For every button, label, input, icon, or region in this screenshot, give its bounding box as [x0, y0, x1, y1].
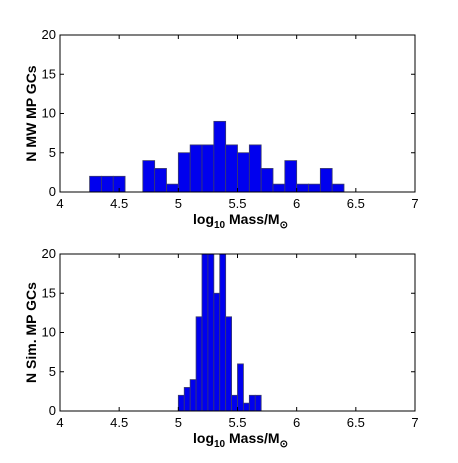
histogram-bar — [166, 183, 179, 193]
x-axis-label: log10 Mass/M⊙ — [193, 430, 288, 450]
y-tick-label: 0 — [49, 403, 56, 418]
histogram-bar — [142, 160, 156, 193]
y-tick-label: 20 — [42, 27, 56, 42]
x-tick-label: 4 — [56, 196, 63, 211]
histogram-bar — [254, 394, 262, 412]
histogram-bar — [225, 316, 232, 412]
histogram-bar — [154, 168, 167, 193]
x-tick-label: 4.5 — [110, 196, 128, 211]
histogram-panel-2: 4 4.5 5 5.5 6 6.5 7 0 5 10 15 20 N Sim. MP GCs log10 … — [23, 246, 419, 450]
histogram-bar — [243, 402, 250, 412]
x-tick-label: 4 — [56, 415, 63, 430]
histogram-bar — [189, 144, 203, 193]
histogram-bar — [225, 144, 238, 193]
y-tick-label: 0 — [49, 184, 56, 199]
histogram-bar — [308, 183, 321, 193]
x-tick-label: 6 — [293, 196, 300, 211]
y-tick-label: 10 — [42, 325, 56, 340]
x-tick-label: 5 — [175, 415, 182, 430]
x-axis-label: log10 Mass/M⊙ — [193, 211, 288, 231]
x-tick-label: 5.5 — [228, 196, 246, 211]
histogram-bar — [237, 152, 250, 193]
histogram-bar — [272, 183, 286, 193]
histogram-bar — [260, 168, 274, 193]
y-tick-label: 15 — [42, 66, 56, 81]
histogram-bar — [231, 394, 238, 412]
histogram-bar — [331, 183, 345, 193]
y-axis-label: N Sim. MP GCs — [23, 282, 39, 383]
histogram-bar — [177, 152, 191, 193]
histogram-bar — [89, 175, 102, 193]
histogram-bar — [284, 160, 298, 193]
histogram-bar — [237, 363, 244, 412]
x-tick-label: 4.5 — [110, 415, 128, 430]
y-tick-label: 5 — [49, 364, 56, 379]
y-tick-label: 10 — [42, 106, 56, 121]
x-tick-label: 5.5 — [228, 415, 246, 430]
histogram-bar — [248, 144, 262, 193]
histogram-bar — [189, 379, 197, 412]
histogram-bar — [213, 120, 227, 193]
x-tick-label: 6 — [293, 415, 300, 430]
y-tick-label: 20 — [42, 246, 56, 261]
histogram-panel-1: 4 4.5 5 5.5 6 6.5 7 0 5 10 15 20 N MW MP GCs log10 Ma… — [23, 27, 419, 231]
histogram-bar — [101, 175, 114, 193]
histogram-bar — [195, 316, 203, 412]
x-tick-label: 6.5 — [347, 196, 365, 211]
histogram-bar — [319, 168, 333, 193]
x-tick-label: 7 — [411, 415, 418, 430]
histogram-bar — [213, 292, 221, 412]
y-tick-label: 15 — [42, 285, 56, 300]
histogram-bar — [248, 394, 256, 412]
histogram-bar — [177, 394, 185, 412]
histogram-bar — [201, 144, 215, 193]
y-tick-label: 5 — [49, 145, 56, 160]
histogram-bar — [207, 253, 215, 412]
x-tick-label: 6.5 — [347, 415, 365, 430]
histogram-bar — [201, 253, 209, 412]
y-axis-label: N MW MP GCs — [23, 65, 39, 161]
histogram-bar — [183, 387, 191, 412]
histogram-bar — [296, 183, 309, 193]
x-tick-label: 5 — [175, 196, 182, 211]
x-tick-label: 7 — [411, 196, 418, 211]
histogram-bar — [219, 253, 227, 412]
